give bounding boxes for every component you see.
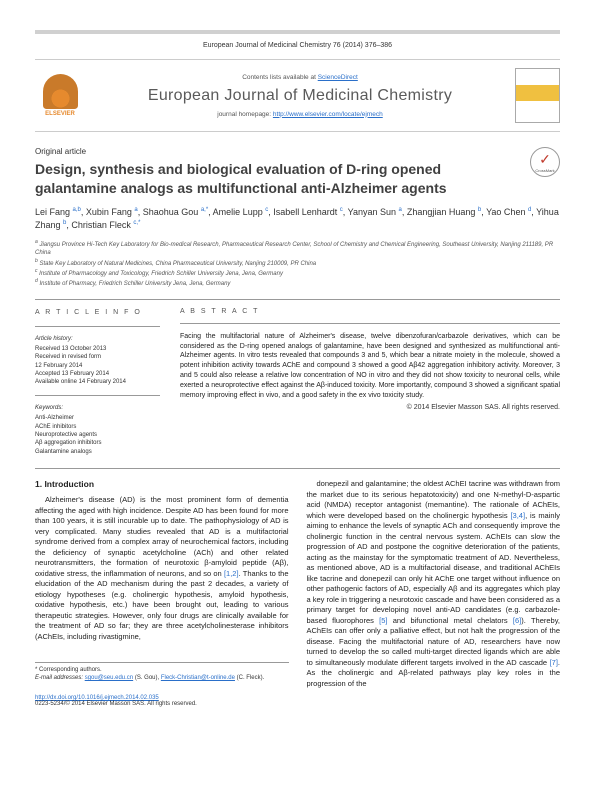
email-gou[interactable]: sgou@seu.edu.cn <box>85 675 133 681</box>
contents-line: Contents lists available at ScienceDirec… <box>95 74 505 81</box>
info-heading: A R T I C L E I N F O <box>35 308 160 318</box>
journal-page: European Journal of Medicinal Chemistry … <box>0 0 595 794</box>
contents-label: Contents lists available at <box>242 74 318 81</box>
corr-label: * Corresponding authors. <box>35 667 289 673</box>
intro-heading: 1. Introduction <box>35 479 289 489</box>
journal-name: European Journal of Medicinal Chemistry <box>95 87 505 105</box>
masthead-center: Contents lists available at ScienceDirec… <box>95 74 505 118</box>
title-block: ✓ CrossMark Original article Design, syn… <box>35 147 560 289</box>
homepage-line: journal homepage: http://www.elsevier.co… <box>95 111 505 118</box>
email-fleck-who: (C. Fleck). <box>237 675 265 681</box>
affiliations-list: a Jiangsu Province Hi-Tech Key Laborator… <box>35 239 560 289</box>
corresponding-footer: * Corresponding authors. E-mail addresse… <box>35 662 289 681</box>
email-line: E-mail addresses: sgou@seu.edu.cn (S. Go… <box>35 675 289 681</box>
body-divider <box>35 468 560 469</box>
abs-divider <box>180 323 560 324</box>
abstract-heading: A B S T R A C T <box>180 308 560 315</box>
info-divider <box>35 326 160 327</box>
check-icon: ✓ <box>539 151 551 168</box>
header-citation: European Journal of Medicinal Chemistry … <box>35 42 560 49</box>
abstract-box: A B S T R A C T Facing the multifactoria… <box>180 308 560 456</box>
elsevier-logo[interactable]: ELSEVIER <box>35 68 85 123</box>
header-rule <box>35 30 560 34</box>
divider <box>35 299 560 300</box>
meta-row: A R T I C L E I N F O Article history: R… <box>35 308 560 456</box>
history-label: Article history: <box>35 335 160 343</box>
doi-block: http://dx.doi.org/10.1016/j.ejmech.2014.… <box>35 695 560 707</box>
intro-para-2: donepezil and galantamine; the oldest AC… <box>307 479 561 689</box>
homepage-label: journal homepage: <box>217 111 273 118</box>
homepage-link[interactable]: http://www.elsevier.com/locate/ejmech <box>273 111 383 118</box>
sciencedirect-link[interactable]: ScienceDirect <box>318 74 358 81</box>
keywords-list: Anti-AlzheimerAChE inhibitorsNeuroprotec… <box>35 414 160 456</box>
article-title: Design, synthesis and biological evaluat… <box>35 160 560 198</box>
copyright-line: © 2014 Elsevier Masson SAS. All rights r… <box>180 404 560 411</box>
elsevier-text: ELSEVIER <box>45 111 75 117</box>
body-columns: 1. Introduction Alzheimer's disease (AD)… <box>35 479 560 689</box>
keywords-label: Keywords: <box>35 404 160 412</box>
history-lines: Received 13 October 2013Received in revi… <box>35 345 160 387</box>
abstract-text: Facing the multifactorial nature of Alzh… <box>180 332 560 401</box>
email-gou-who: (S. Gou), <box>135 675 159 681</box>
intro-para-1: Alzheimer's disease (AD) is the most pro… <box>35 495 289 642</box>
kw-divider <box>35 395 160 396</box>
masthead: ELSEVIER Contents lists available at Sci… <box>35 59 560 132</box>
elsevier-tree-icon <box>43 74 78 109</box>
email-fleck[interactable]: Fleck-Christian@t-online.de <box>161 675 235 681</box>
journal-cover-thumb[interactable] <box>515 68 560 123</box>
authors-list: Lei Fang a,b, Xubin Fang a, Shaohua Gou … <box>35 206 560 233</box>
issn-line: 0223-5234/© 2014 Elsevier Masson SAS. Al… <box>35 701 197 707</box>
article-type: Original article <box>35 147 560 156</box>
email-label: E-mail addresses: <box>35 675 85 681</box>
crossmark-label: CrossMark <box>535 168 554 173</box>
article-info: A R T I C L E I N F O Article history: R… <box>35 308 160 456</box>
crossmark-badge[interactable]: ✓ CrossMark <box>530 147 560 177</box>
